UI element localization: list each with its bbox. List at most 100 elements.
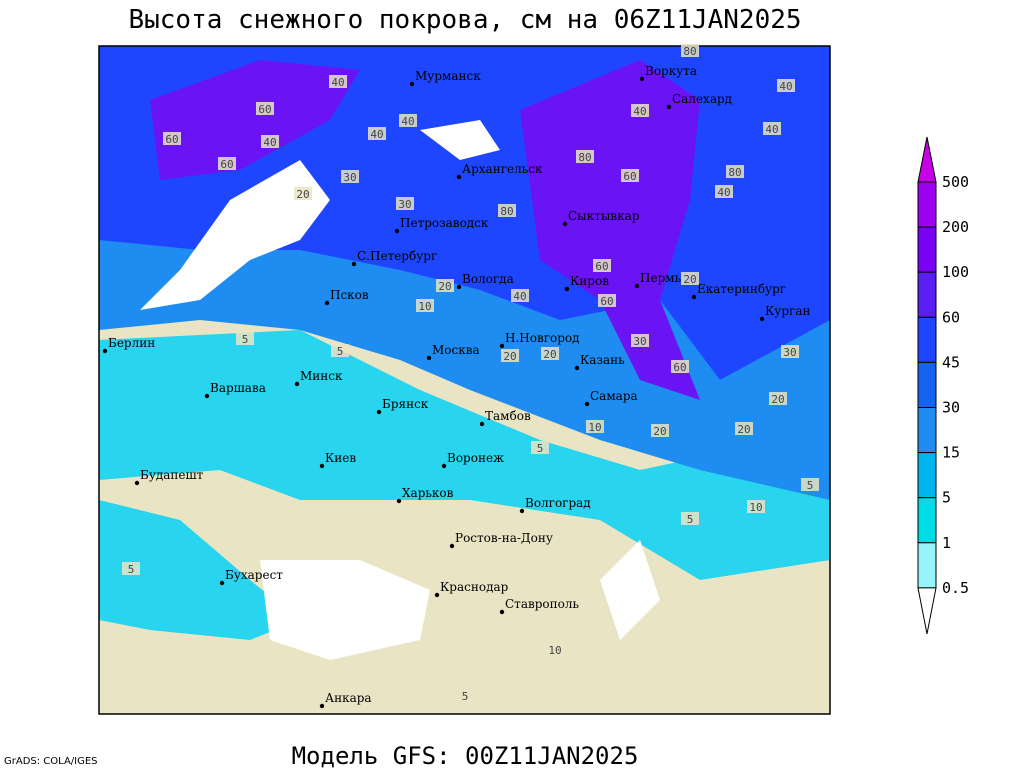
colorbar-box (917, 271, 937, 318)
city-dot (134, 480, 140, 486)
city-dot (499, 343, 505, 349)
contour-label-bg (576, 150, 594, 163)
colorbar-label: 100 (942, 263, 969, 281)
black-sea (260, 560, 430, 660)
contour-label-bg (294, 187, 312, 200)
city-label: Воронеж (447, 451, 504, 465)
contour-label: 10 (548, 644, 561, 657)
city-label: Бухарест (225, 568, 283, 582)
city-dot (351, 261, 357, 267)
contour-label: 30 (398, 198, 411, 211)
city-dot (666, 104, 672, 110)
contour-label-bg (329, 75, 347, 88)
city-dot (499, 609, 505, 615)
colorbar-box (917, 542, 937, 589)
city-dot (376, 409, 382, 415)
contour-labels: 80 40 60 40 60 60 20 30 40 40 30 80 80 60 40 40 40 80 40 20… (122, 44, 819, 703)
contour-label: 60 (165, 133, 178, 146)
city-label: Салехард (672, 92, 732, 106)
city-label: Харьков (402, 486, 454, 500)
colorbar-box (917, 452, 937, 499)
contour-label: 20 (737, 423, 750, 436)
city-label: Н.Новгород (505, 331, 580, 345)
contour-label-bg (396, 197, 414, 210)
city-label: С.Петербург (357, 249, 437, 263)
contour-label: 20 (296, 188, 309, 201)
city-label: Краснодар (440, 580, 509, 594)
contour-label-bg (218, 157, 236, 170)
city-label: Самара (590, 389, 638, 403)
contour-label: 40 (263, 136, 276, 149)
contour-label-bg (256, 102, 274, 115)
contour-label-bg (593, 259, 611, 272)
city-dot (479, 421, 485, 427)
title: Высота снежного покрова, см на 06Z11JAN2… (128, 5, 801, 35)
city-dot (219, 580, 225, 586)
city-label: Ставрополь (505, 597, 579, 611)
city-dot (294, 381, 300, 387)
city-label: Варшава (210, 381, 266, 395)
contour-label: 60 (673, 361, 686, 374)
city-label: Мурманск (415, 69, 481, 83)
contour-label-bg (598, 294, 616, 307)
city-label: Пермь (640, 271, 682, 285)
city-dot (434, 592, 440, 598)
contour-label-bg (456, 689, 474, 702)
colorbar-box (917, 361, 937, 408)
credit: GrADS: COLA/IGES (4, 756, 98, 767)
city-dot (639, 76, 645, 82)
snow-balkans (99, 500, 300, 640)
city-label: Псков (330, 288, 369, 302)
colorbar-label: 15 (942, 444, 960, 462)
colorbar-label: 200 (942, 218, 969, 236)
contour-label: 20 (653, 425, 666, 438)
contour-label: 10 (588, 421, 601, 434)
colorbar-label: 30 (942, 399, 960, 417)
city-label: Брянск (382, 397, 429, 411)
colorbar-label: 0.5 (942, 579, 969, 597)
city-dot (519, 508, 525, 514)
city-dot (584, 401, 590, 407)
contour-label-bg (541, 347, 559, 360)
contour-label: 80 (500, 205, 513, 218)
contour-label: 40 (779, 80, 792, 93)
city-label: Берлин (108, 336, 155, 350)
city-label: Архангельск (462, 162, 543, 176)
contour-label-bg (735, 422, 753, 435)
contour-label-bg (586, 420, 604, 433)
contour-label: 80 (728, 166, 741, 179)
city-label: Анкара (325, 691, 372, 705)
baltic-sea (140, 160, 330, 310)
contour-label-bg (122, 562, 140, 575)
contour-label-bg (236, 332, 254, 345)
contour-label: 80 (578, 151, 591, 164)
city-label: Минск (300, 369, 343, 383)
city-label: Ростов-на-Дону (455, 531, 553, 545)
contour-label: 30 (633, 335, 646, 348)
city-dot (449, 543, 455, 549)
contour-label-bg (511, 289, 529, 302)
contour-label: 5 (242, 333, 249, 346)
city-dot (426, 355, 432, 361)
contour-label-bg (763, 122, 781, 135)
city-label: Екатеринбург (697, 282, 786, 296)
contour-label-bg (368, 127, 386, 140)
colorbar-box (917, 316, 937, 363)
contour-label: 40 (370, 128, 383, 141)
contour-label-bg (631, 104, 649, 117)
city-dot (324, 300, 330, 306)
contour-label-bg (341, 170, 359, 183)
white-sea (420, 120, 500, 160)
contour-label-bg (671, 360, 689, 373)
contour-label-bg (651, 424, 669, 437)
contour-label-bg (726, 165, 744, 178)
city-layer: Мурманск Воркута Салехард Архангельск Петроз… (102, 64, 810, 709)
snow-100-scand (150, 60, 360, 180)
contour-label: 60 (595, 260, 608, 273)
contour-label-bg (331, 344, 349, 357)
contour-label-bg (631, 334, 649, 347)
city-label: Будапешт (140, 468, 204, 482)
colorbar-label: 5 (942, 489, 951, 507)
city-label: Вологда (462, 272, 514, 286)
